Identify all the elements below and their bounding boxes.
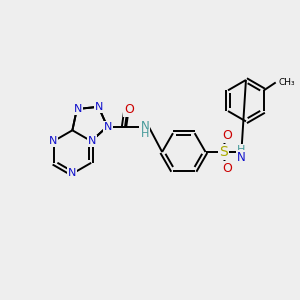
Text: O: O [222, 162, 232, 175]
Text: N: N [74, 104, 82, 114]
Text: N: N [237, 152, 245, 164]
Text: N: N [88, 136, 96, 146]
Text: N: N [68, 168, 76, 178]
Text: CH₃: CH₃ [279, 78, 295, 87]
Text: N: N [104, 122, 112, 132]
Text: N: N [140, 120, 149, 133]
Text: H: H [237, 145, 245, 155]
Text: N: N [48, 136, 57, 146]
Text: H: H [141, 130, 149, 140]
Text: O: O [124, 103, 134, 116]
Text: S: S [219, 145, 228, 159]
Text: O: O [222, 129, 232, 142]
Text: N: N [95, 102, 104, 112]
